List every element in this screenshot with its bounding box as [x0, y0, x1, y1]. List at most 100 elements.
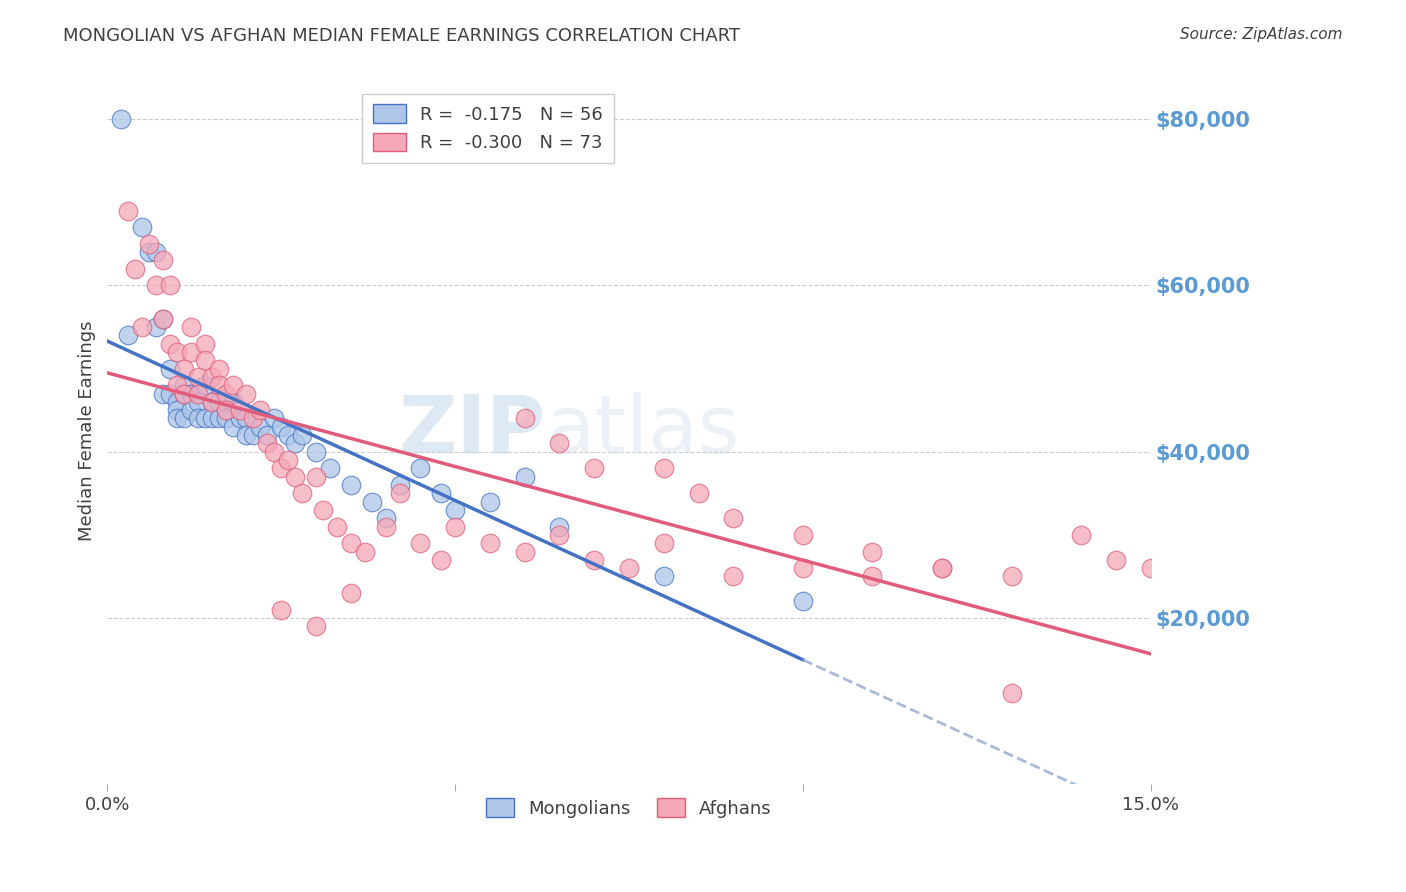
Point — [117, 203, 139, 218]
Point — [201, 370, 224, 384]
Point — [444, 503, 467, 517]
Point — [284, 469, 307, 483]
Point — [242, 428, 264, 442]
Point — [221, 394, 243, 409]
Point — [228, 403, 250, 417]
Point — [312, 503, 335, 517]
Point — [194, 336, 217, 351]
Text: atlas: atlas — [546, 392, 740, 470]
Point — [228, 411, 250, 425]
Point — [430, 553, 453, 567]
Point — [478, 536, 501, 550]
Point — [430, 486, 453, 500]
Point — [221, 378, 243, 392]
Point — [305, 469, 328, 483]
Point — [159, 361, 181, 376]
Point — [166, 345, 188, 359]
Legend: Mongolians, Afghans: Mongolians, Afghans — [479, 791, 779, 825]
Point — [652, 461, 675, 475]
Point — [1105, 553, 1128, 567]
Point — [208, 361, 231, 376]
Point — [152, 253, 174, 268]
Point — [159, 336, 181, 351]
Point — [723, 511, 745, 525]
Point — [159, 386, 181, 401]
Text: MONGOLIAN VS AFGHAN MEDIAN FEMALE EARNINGS CORRELATION CHART: MONGOLIAN VS AFGHAN MEDIAN FEMALE EARNIN… — [63, 27, 741, 45]
Point — [1070, 528, 1092, 542]
Point — [270, 461, 292, 475]
Point — [180, 403, 202, 417]
Point — [353, 544, 375, 558]
Point — [180, 320, 202, 334]
Point — [173, 386, 195, 401]
Point — [110, 112, 132, 126]
Point — [326, 519, 349, 533]
Point — [284, 436, 307, 450]
Point — [583, 461, 606, 475]
Point — [305, 444, 328, 458]
Point — [513, 411, 536, 425]
Point — [688, 486, 710, 500]
Point — [221, 419, 243, 434]
Point — [180, 386, 202, 401]
Point — [194, 378, 217, 392]
Point — [340, 536, 363, 550]
Point — [291, 486, 314, 500]
Point — [548, 528, 571, 542]
Point — [138, 245, 160, 260]
Point — [201, 411, 224, 425]
Point — [166, 403, 188, 417]
Point — [583, 553, 606, 567]
Point — [374, 519, 396, 533]
Point — [1139, 561, 1161, 575]
Point — [124, 261, 146, 276]
Point — [263, 444, 285, 458]
Point — [131, 320, 153, 334]
Point — [256, 428, 278, 442]
Point — [152, 311, 174, 326]
Point — [862, 569, 884, 583]
Point — [277, 453, 299, 467]
Point — [187, 370, 209, 384]
Point — [145, 245, 167, 260]
Point — [931, 561, 953, 575]
Point — [173, 411, 195, 425]
Point — [340, 478, 363, 492]
Point — [388, 478, 411, 492]
Point — [152, 311, 174, 326]
Point — [208, 378, 231, 392]
Point — [180, 345, 202, 359]
Text: Source: ZipAtlas.com: Source: ZipAtlas.com — [1180, 27, 1343, 42]
Point — [444, 519, 467, 533]
Point — [270, 603, 292, 617]
Point — [214, 403, 236, 417]
Point — [723, 569, 745, 583]
Point — [242, 411, 264, 425]
Point — [374, 511, 396, 525]
Point — [187, 411, 209, 425]
Point — [270, 419, 292, 434]
Point — [194, 353, 217, 368]
Point — [249, 419, 271, 434]
Point — [152, 386, 174, 401]
Point — [166, 378, 188, 392]
Point — [214, 403, 236, 417]
Point — [263, 411, 285, 425]
Point — [145, 320, 167, 334]
Point — [201, 394, 224, 409]
Point — [235, 411, 257, 425]
Point — [360, 494, 382, 508]
Text: ZIP: ZIP — [398, 392, 546, 470]
Point — [792, 561, 814, 575]
Point — [792, 594, 814, 608]
Point — [201, 394, 224, 409]
Point — [166, 394, 188, 409]
Point — [1000, 569, 1022, 583]
Point — [173, 386, 195, 401]
Point — [249, 403, 271, 417]
Y-axis label: Median Female Earnings: Median Female Earnings — [79, 321, 96, 541]
Point — [235, 428, 257, 442]
Point — [166, 411, 188, 425]
Point — [173, 378, 195, 392]
Point — [214, 411, 236, 425]
